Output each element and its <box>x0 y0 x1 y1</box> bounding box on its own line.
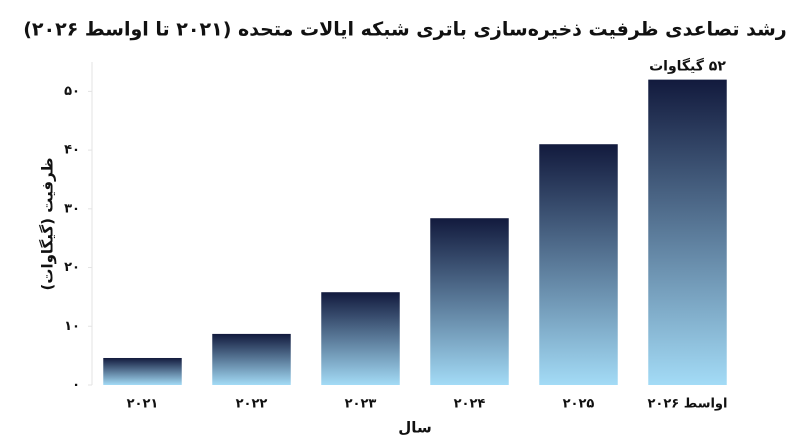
x-tick-label: ۲۰۲۴ <box>454 397 486 412</box>
y-tick-label: ۱۰ <box>64 319 80 334</box>
x-tick-label: اواسط ۲۰۲۶ <box>648 397 728 412</box>
bar <box>430 218 509 385</box>
bar <box>103 357 182 385</box>
bar <box>539 144 618 385</box>
y-tick-label: ۵۰ <box>64 84 80 99</box>
bar <box>321 292 400 385</box>
y-tick-label: ۳۰ <box>64 201 80 216</box>
x-tick-label: ۲۰۲۵ <box>563 397 595 412</box>
x-tick-label: ۲۰۲۲ <box>236 397 268 412</box>
x-axis-label: سال <box>398 419 431 437</box>
y-tick-label: ۲۰ <box>64 260 80 275</box>
bar <box>212 333 291 385</box>
y-axis-label: ظرفیت (گیگاوات) <box>39 158 57 291</box>
x-tick-label: ۲۰۲۱ <box>127 397 159 412</box>
bar <box>648 79 727 386</box>
value-label: ۵۲ گیگاوات <box>649 58 726 75</box>
y-tick-label: ۴۰ <box>64 143 80 158</box>
chart-title: رشد تصاعدی ظرفیت ذخیره‌سازی باتری شبکه ا… <box>23 19 787 41</box>
x-tick-label: ۲۰۲۳ <box>345 397 377 412</box>
y-tick-label: ۰ <box>72 378 80 393</box>
